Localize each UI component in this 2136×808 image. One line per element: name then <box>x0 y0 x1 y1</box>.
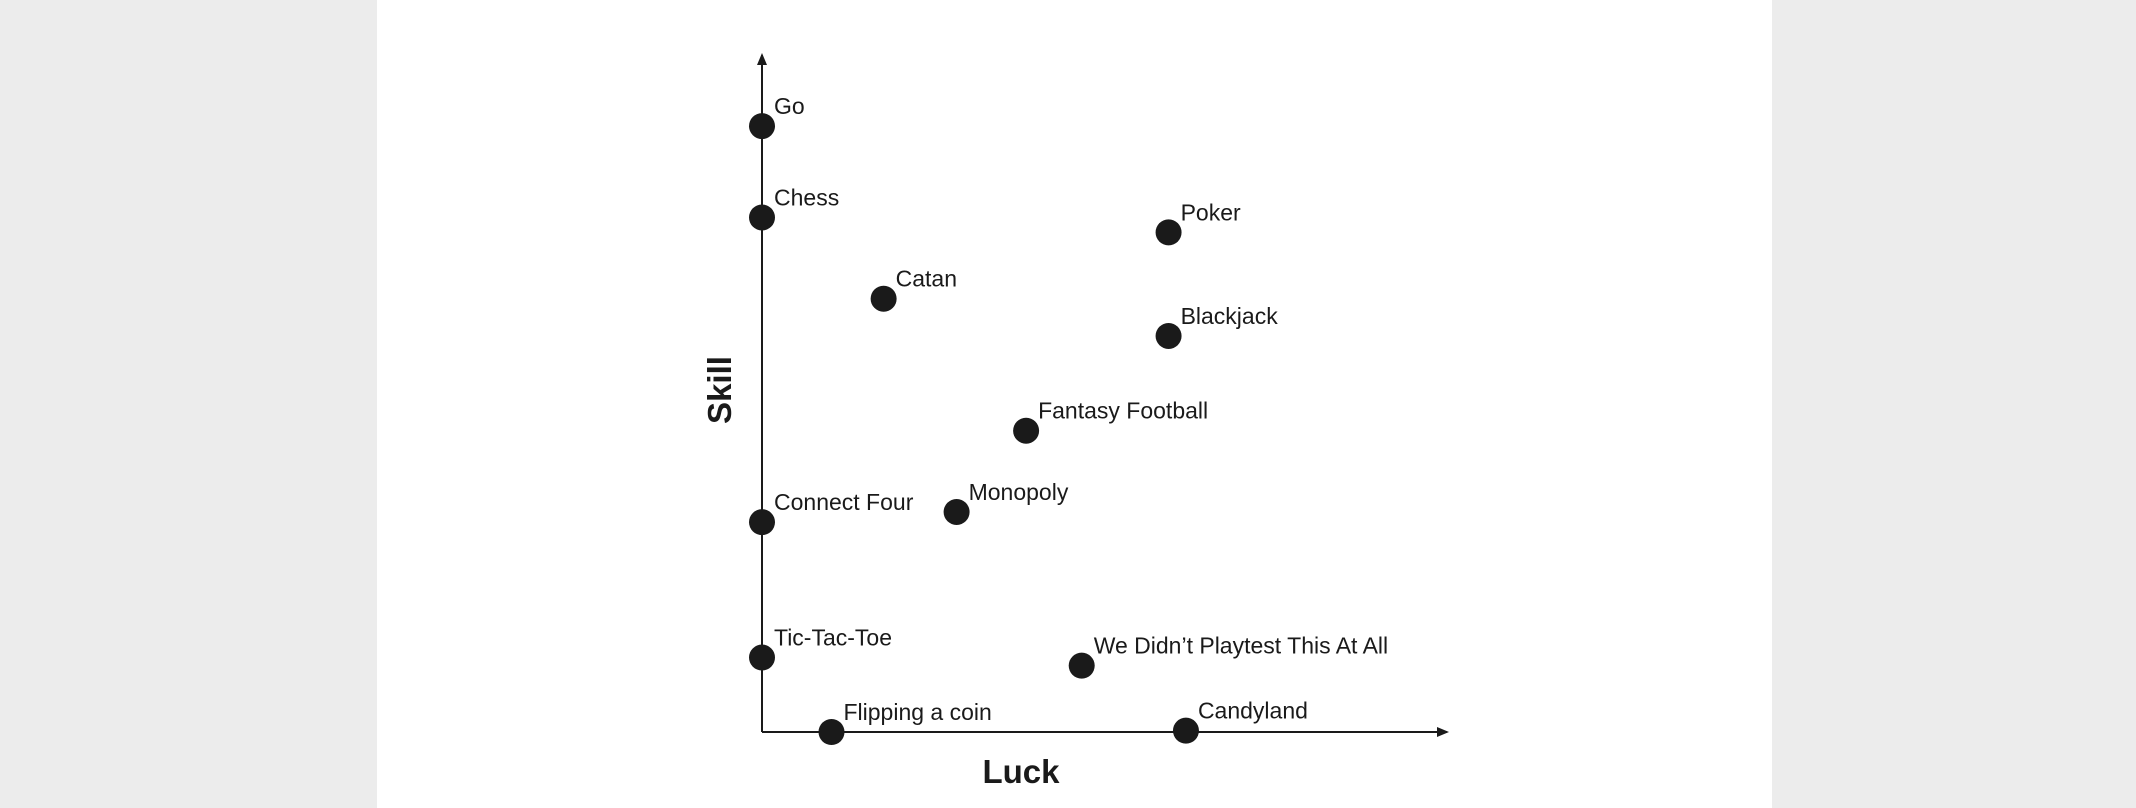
point-label-go: Go <box>774 93 805 119</box>
point-label-catan: Catan <box>896 266 957 292</box>
point-candyland <box>1172 717 1199 744</box>
point-label-connect-four: Connect Four <box>774 489 914 515</box>
point-monopoly <box>943 498 970 525</box>
point-label-tic-tac-toe: Tic-Tac-Toe <box>774 625 892 651</box>
point-label-candyland: Candyland <box>1198 698 1308 724</box>
point-label-we-didn-t-playtest-this-at-all: We Didn’t Playtest This At All <box>1094 633 1388 659</box>
point-label-poker: Poker <box>1181 199 1241 225</box>
point-label-fantasy-football: Fantasy Football <box>1038 398 1208 424</box>
point-fantasy-football <box>1013 417 1040 444</box>
point-label-blackjack: Blackjack <box>1181 303 1279 329</box>
y-axis-title: Skill <box>701 356 738 424</box>
point-label-chess: Chess <box>774 184 839 210</box>
point-go <box>749 113 775 140</box>
point-flipping-a-coin <box>818 719 845 745</box>
point-blackjack <box>1155 322 1182 349</box>
point-connect-four <box>749 509 775 536</box>
point-poker <box>1155 219 1182 246</box>
point-we-didn-t-playtest-this-at-all <box>1068 652 1095 679</box>
x-axis-title: Luck <box>982 753 1060 790</box>
point-catan <box>870 285 897 312</box>
point-label-flipping-a-coin: Flipping a coin <box>844 699 992 725</box>
point-tic-tac-toe <box>749 644 775 671</box>
data-points: Go Chess Poker Catan Blackjack Fantasy Footba… <box>749 93 1388 745</box>
point-label-monopoly: Monopoly <box>969 479 1069 505</box>
point-chess <box>749 204 775 231</box>
